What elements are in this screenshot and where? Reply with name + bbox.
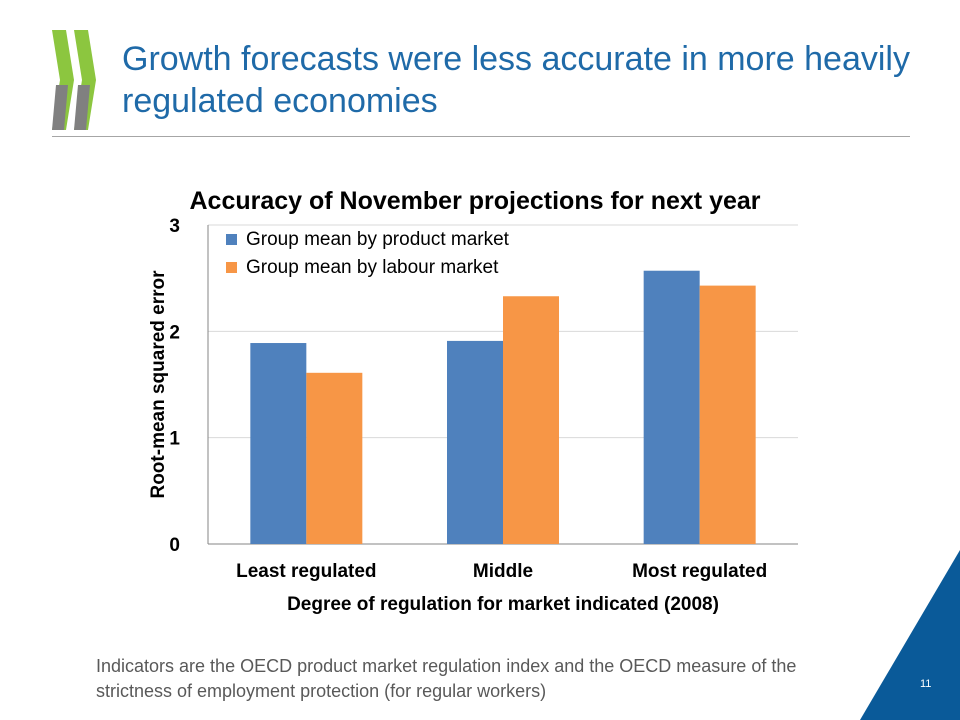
legend-swatch bbox=[226, 234, 237, 245]
bar bbox=[447, 340, 503, 544]
chart-title: Accuracy of November projections for nex… bbox=[189, 187, 760, 215]
y-tick-label: 3 bbox=[169, 216, 180, 237]
x-tick-label: Least regulated bbox=[236, 561, 376, 582]
x-axis-label: Degree of regulation for market indicate… bbox=[287, 594, 719, 615]
y-axis-label: Root-mean squared error bbox=[148, 270, 169, 499]
corner-triangle bbox=[860, 550, 960, 720]
title-divider bbox=[52, 136, 910, 137]
y-tick-label: 1 bbox=[169, 429, 180, 450]
slide-title: Growth forecasts were less accurate in m… bbox=[122, 40, 910, 120]
corner-decoration bbox=[860, 550, 960, 720]
y-tick-label: 0 bbox=[169, 535, 180, 556]
x-tick-label: Most regulated bbox=[632, 561, 767, 582]
logo-chevron-grey-left bbox=[52, 85, 68, 130]
bar bbox=[699, 285, 756, 544]
y-tick-label: 2 bbox=[169, 322, 180, 343]
x-tick-label: Middle bbox=[473, 561, 533, 582]
bar bbox=[643, 270, 700, 544]
logo-chevron-grey-right bbox=[74, 85, 90, 130]
oecd-chevron-logo-icon bbox=[52, 30, 96, 130]
footnote: Indicators are the OECD product market r… bbox=[96, 656, 797, 701]
legend-label: Group mean by product market bbox=[246, 229, 510, 250]
legend-swatch bbox=[226, 262, 237, 273]
bar bbox=[503, 296, 559, 544]
legend-label: Group mean by labour market bbox=[246, 257, 499, 278]
bar bbox=[306, 372, 363, 544]
bar bbox=[250, 343, 307, 544]
bar-chart: Accuracy of November projections for nex… bbox=[148, 187, 798, 615]
page-number: 11 bbox=[920, 678, 932, 690]
